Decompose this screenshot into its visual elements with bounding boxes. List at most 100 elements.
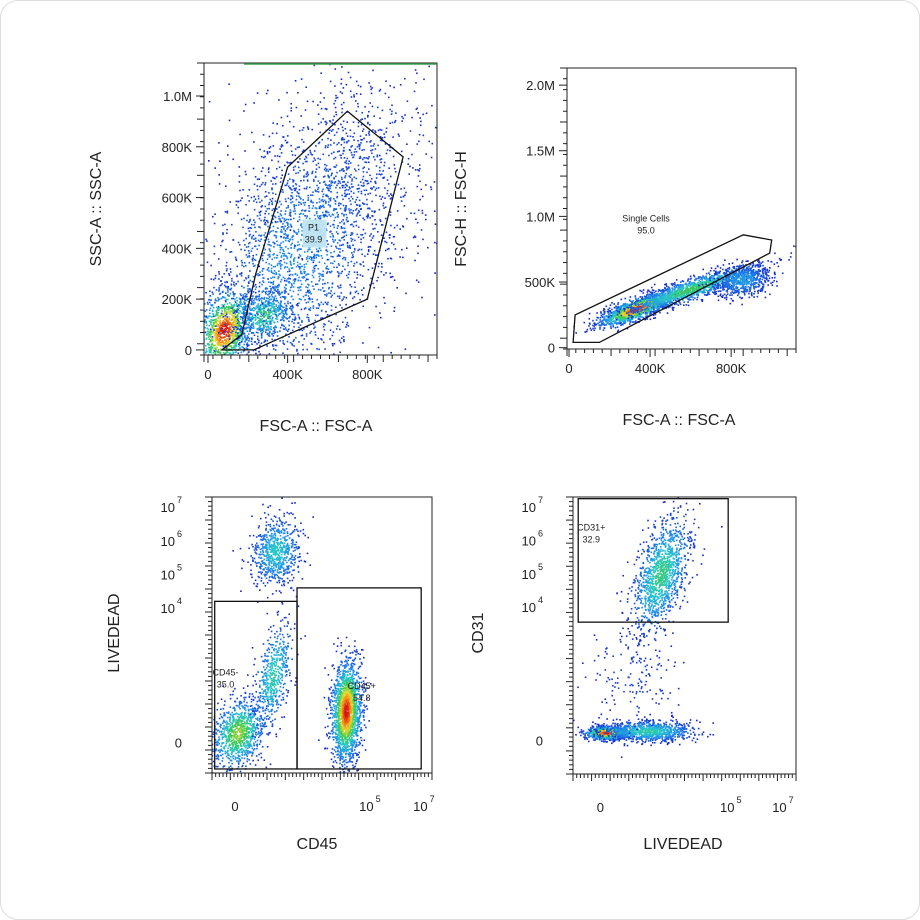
event — [237, 317, 239, 320]
event — [244, 249, 246, 252]
event — [344, 257, 347, 259]
event — [280, 226, 283, 228]
event — [239, 299, 242, 302]
event — [232, 158, 234, 161]
event — [210, 264, 212, 267]
event — [222, 330, 225, 332]
event — [361, 118, 363, 120]
event — [237, 373, 239, 375]
event — [273, 177, 275, 179]
event — [249, 309, 252, 311]
event — [290, 144, 292, 147]
event — [277, 227, 279, 229]
event — [249, 308, 251, 310]
event — [294, 212, 297, 215]
event — [288, 240, 291, 243]
event — [268, 313, 271, 315]
event — [319, 92, 322, 94]
event — [317, 314, 319, 317]
event — [323, 97, 325, 99]
event — [266, 300, 268, 303]
event — [265, 329, 267, 331]
event — [333, 198, 335, 200]
event — [247, 245, 250, 248]
event — [266, 258, 269, 260]
event — [347, 325, 350, 327]
event — [221, 240, 223, 243]
event — [239, 301, 241, 303]
event — [233, 363, 235, 365]
event — [298, 201, 300, 204]
event — [375, 194, 377, 197]
event — [389, 85, 391, 87]
event — [217, 338, 220, 341]
event — [337, 180, 340, 182]
event — [342, 298, 345, 300]
event — [306, 126, 309, 128]
event — [364, 106, 366, 108]
event — [246, 219, 248, 222]
event — [314, 218, 317, 220]
event — [328, 292, 330, 294]
event — [215, 312, 218, 315]
event — [377, 231, 379, 233]
event — [357, 190, 360, 193]
event — [225, 340, 228, 342]
event — [195, 346, 197, 348]
event — [268, 192, 270, 194]
event — [364, 232, 367, 235]
event — [635, 320, 637, 322]
event — [254, 237, 257, 240]
event — [239, 310, 241, 312]
event — [610, 327, 612, 329]
event — [228, 313, 231, 315]
event — [299, 263, 301, 265]
event — [662, 304, 665, 306]
event — [244, 306, 246, 309]
event — [355, 203, 358, 206]
event — [357, 125, 360, 128]
event — [342, 321, 344, 323]
event — [378, 170, 381, 172]
event — [235, 365, 237, 367]
event — [405, 292, 407, 295]
event — [298, 248, 301, 250]
event — [228, 310, 230, 312]
event — [221, 328, 224, 330]
event — [354, 239, 356, 242]
event — [218, 368, 220, 370]
event — [267, 89, 269, 92]
event — [222, 325, 224, 328]
event — [368, 156, 370, 158]
event — [323, 206, 325, 209]
event — [222, 345, 225, 348]
event — [356, 196, 359, 199]
event — [233, 315, 236, 318]
event — [248, 256, 251, 258]
event — [388, 195, 390, 197]
event — [400, 188, 402, 190]
event — [285, 312, 287, 315]
event — [281, 323, 283, 326]
event — [332, 238, 334, 241]
event — [274, 155, 276, 157]
event — [211, 310, 214, 313]
event — [260, 332, 263, 335]
event — [292, 235, 294, 237]
event — [357, 84, 360, 87]
event — [289, 341, 292, 344]
event — [274, 331, 276, 334]
event — [344, 161, 346, 164]
event — [227, 358, 229, 360]
event — [308, 257, 310, 260]
event — [307, 153, 310, 156]
event — [287, 197, 290, 200]
event — [391, 275, 394, 278]
event — [358, 248, 361, 251]
event — [342, 120, 345, 123]
event — [241, 318, 244, 320]
event — [272, 306, 274, 308]
event — [265, 318, 268, 321]
event — [306, 348, 308, 351]
event — [329, 271, 332, 274]
